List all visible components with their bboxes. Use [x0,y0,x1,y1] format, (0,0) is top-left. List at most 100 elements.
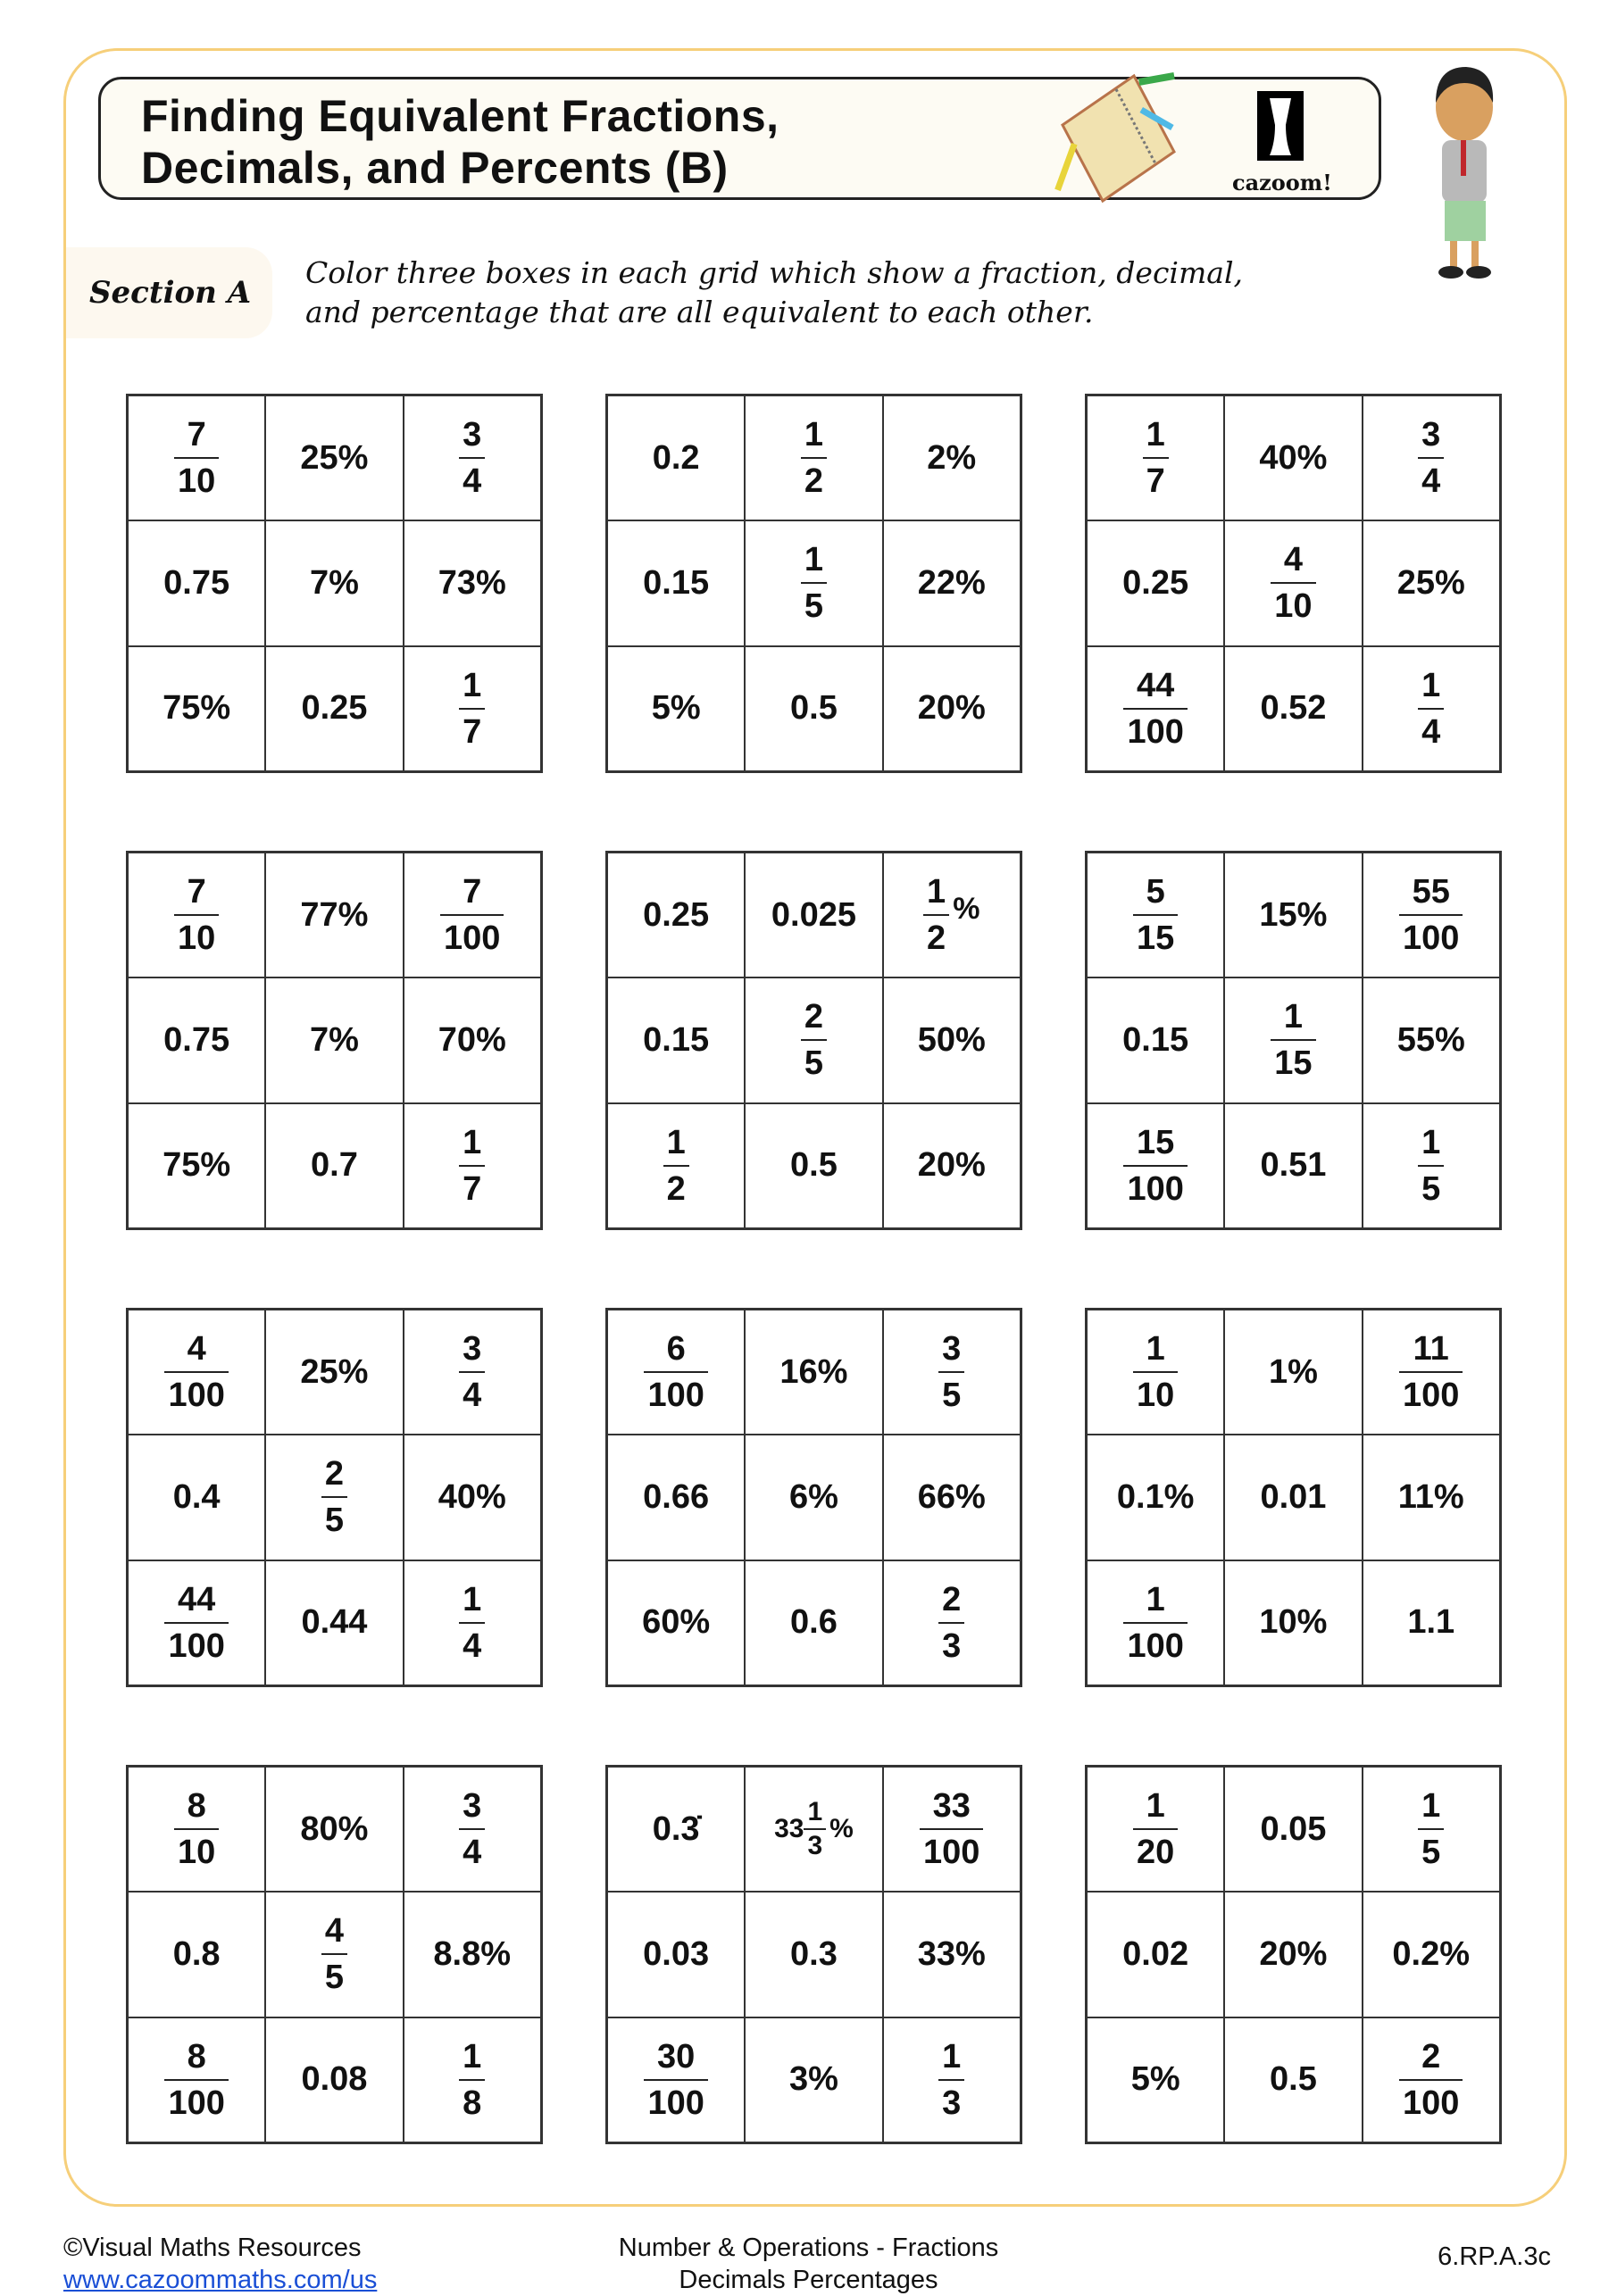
grid-cell[interactable]: 0.01 [1224,1435,1363,1560]
grid-cell[interactable]: 16% [745,1310,883,1435]
grid-cell[interactable]: 66% [882,1435,1021,1560]
grid-cell[interactable]: 1 2% [882,853,1021,978]
grid-cell[interactable]: 1 100 [1087,1560,1225,1685]
grid-cell[interactable]: 73% [403,520,541,646]
grid-cell[interactable]: 6% [745,1435,883,1560]
grid-cell[interactable]: 10% [1224,1560,1363,1685]
grid-cell[interactable]: 15 100 [1087,1102,1225,1228]
grid-cell[interactable]: 6 100 [607,1310,746,1435]
grid-cell[interactable]: 1 10 [1087,1310,1225,1435]
grid-cell[interactable]: 0.4 [128,1435,266,1560]
grid-cell[interactable]: 0.8 [128,1892,266,2017]
grid-cell[interactable]: 0.75 [128,977,266,1103]
grid-cell[interactable]: 11 100 [1362,1310,1500,1435]
grid-cell[interactable]: 55% [1362,977,1500,1103]
grid-cell[interactable]: 1 20 [1087,1767,1225,1893]
grid-cell[interactable]: 0.6 [745,1560,883,1685]
grid-cell[interactable]: 5% [1087,2017,1225,2142]
grid-cell[interactable]: 0.3 [745,1892,883,2017]
grid-cell[interactable]: 5% [607,645,746,771]
grid-cell[interactable]: 0.7 [265,1102,404,1228]
grid-cell[interactable]: 8 10 [128,1767,266,1893]
grid-cell[interactable]: 0.08 [265,2017,404,2142]
grid-cell[interactable]: 44 100 [128,1560,266,1685]
grid-cell[interactable]: 33% [882,1892,1021,2017]
grid-cell[interactable]: 4 10 [1224,520,1363,646]
grid-cell[interactable]: 8 100 [128,2017,266,2142]
grid-cell[interactable]: 0.44 [265,1560,404,1685]
grid-cell[interactable]: 0.2% [1362,1892,1500,2017]
grid-cell[interactable]: 0.1% [1087,1435,1225,1560]
grid-cell[interactable]: 0.3̇ [607,1767,746,1893]
grid-cell[interactable]: 0.025 [745,853,883,978]
grid-cell[interactable]: 20% [882,645,1021,771]
grid-cell[interactable]: 7 10 [128,395,266,521]
grid-cell[interactable]: 33 1 3% [745,1767,883,1893]
grid-cell[interactable]: 0.15 [607,977,746,1103]
grid-cell[interactable]: 7 100 [403,853,541,978]
grid-cell[interactable]: 77% [265,853,404,978]
grid-cell[interactable]: 7% [265,520,404,646]
grid-cell[interactable]: 70% [403,977,541,1103]
grid-cell[interactable]: 0.25 [265,645,404,771]
grid-cell[interactable]: 20% [1224,1892,1363,2017]
grid-cell[interactable]: 75% [128,645,266,771]
grid-cell[interactable]: 1.1 [1362,1560,1500,1685]
grid-cell[interactable]: 0.2 [607,395,746,521]
grid-cell[interactable]: 33 100 [882,1767,1021,1893]
grid-cell[interactable]: 40% [403,1435,541,1560]
grid-cell[interactable]: 0.25 [607,853,746,978]
grid-cell[interactable]: 15% [1224,853,1363,978]
grid-cell[interactable]: 2% [882,395,1021,521]
grid-cell[interactable]: 30 100 [607,2017,746,2142]
grid-cell[interactable]: 20% [882,1102,1021,1228]
grid-cell[interactable]: 60% [607,1560,746,1685]
grid-cell[interactable]: 0.05 [1224,1767,1363,1893]
grid-cell[interactable]: 40% [1224,395,1363,521]
grid-cell[interactable]: 0.75 [128,520,266,646]
grid-cell[interactable]: 4 100 [128,1310,266,1435]
grid-cell[interactable]: 1 15 [1224,977,1363,1103]
grid-cell[interactable]: 0.15 [607,520,746,646]
grid-cell[interactable]: 55 100 [1362,853,1500,978]
grid-cell[interactable]: 80% [265,1767,404,1893]
grid-cell[interactable]: 0.52 [1224,645,1363,771]
grid-cell[interactable]: 0.66 [607,1435,746,1560]
grid-cell[interactable]: 0.5 [745,1102,883,1228]
grid-cell[interactable]: 3% [745,2017,883,2142]
grid-cell[interactable]: 8.8% [403,1892,541,2017]
grid-cell[interactable]: 44 100 [1087,645,1225,771]
grid-cell[interactable]: 75% [128,1102,266,1228]
grid-cell[interactable]: 0.03 [607,1892,746,2017]
grid-cell[interactable]: 5 15 [1087,853,1225,978]
grid-cell[interactable]: 1% [1224,1310,1363,1435]
grid-cell[interactable]: 25% [265,1310,404,1435]
grid-cell[interactable]: 0.5 [745,645,883,771]
grid-cell[interactable]: 11% [1362,1435,1500,1560]
grid-cell[interactable]: 25% [1362,520,1500,646]
grid-cell[interactable]: 7 10 [128,853,266,978]
grid-cell[interactable]: 0.5 [1224,2017,1363,2142]
grid-cell[interactable]: 2 100 [1362,2017,1500,2142]
grid-cell[interactable]: 50% [882,977,1021,1103]
grid-cell[interactable]: 22% [882,520,1021,646]
grid-cell[interactable]: 7% [265,977,404,1103]
